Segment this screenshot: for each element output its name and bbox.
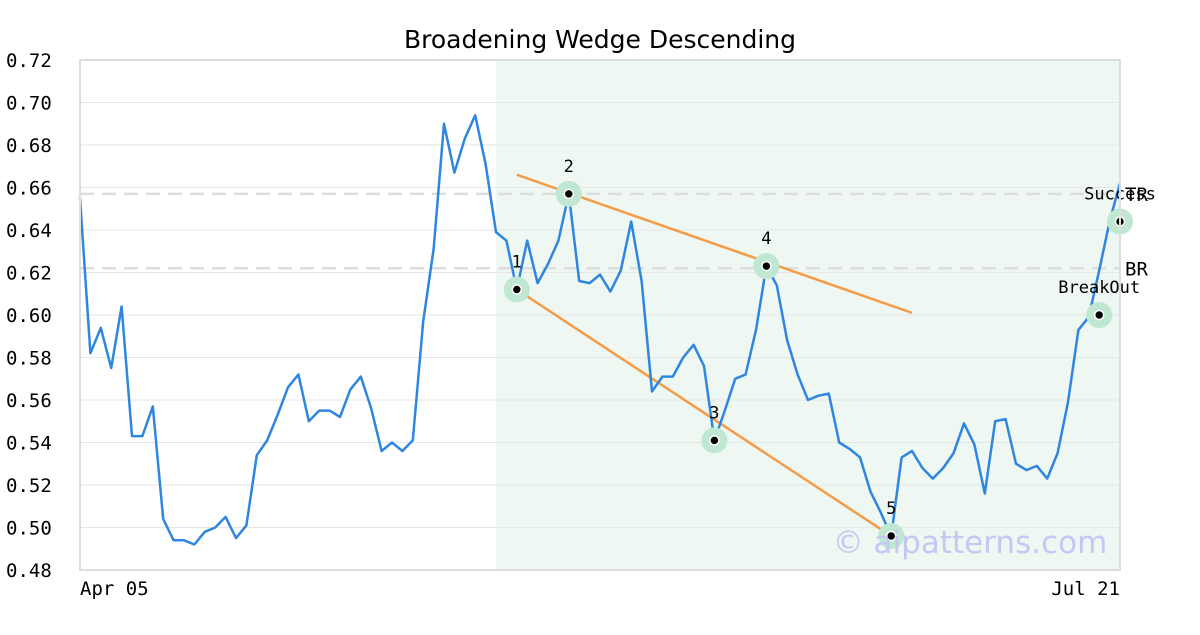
point-marker xyxy=(563,188,575,200)
plot-frame xyxy=(79,59,1121,571)
level-lines-layer: TR BR xyxy=(80,184,1148,280)
y-tick-label: 0.66 xyxy=(6,178,52,200)
level-label: TR xyxy=(1125,184,1148,206)
y-tick-label: 0.62 xyxy=(6,263,52,285)
y-tick-label: 0.56 xyxy=(6,390,52,412)
y-tick-label: 0.68 xyxy=(6,135,52,157)
point-marker xyxy=(709,435,720,446)
axes-layer: 0.48 0.50 0.52 0.54 0.56 0.58 0.60 0.62 0.64 0.66… xyxy=(6,50,1120,600)
x-tick-label: Jul 21 xyxy=(1051,578,1120,600)
trendline-upper xyxy=(516,173,913,315)
point-marker xyxy=(885,530,897,542)
chart-title: Broadening Wedge Descending xyxy=(404,25,796,54)
x-tick-label: Apr 05 xyxy=(80,578,149,600)
point-label: 5 xyxy=(886,499,896,519)
point-label: 2 xyxy=(564,157,574,177)
y-tick-label: 0.60 xyxy=(6,305,52,327)
point-label: 1 xyxy=(512,253,522,273)
point-label: 3 xyxy=(709,403,719,423)
y-tick-label: 0.70 xyxy=(6,93,52,115)
point-label: BreakOut xyxy=(1058,278,1140,298)
y-tick-label: 0.54 xyxy=(6,433,52,455)
point-marker xyxy=(761,260,772,272)
point-label: 4 xyxy=(761,229,771,249)
y-tick-label: 0.50 xyxy=(6,518,52,540)
watermark: © aipatterns.com xyxy=(833,525,1108,561)
y-tick-label: 0.52 xyxy=(6,475,52,497)
price-layer xyxy=(78,114,1122,546)
y-tick-label: 0.58 xyxy=(6,348,52,370)
point-marker xyxy=(1093,309,1105,321)
point-marker xyxy=(511,284,523,295)
y-tick-label: 0.64 xyxy=(6,220,52,242)
price-line xyxy=(78,114,1122,546)
trendlines-layer xyxy=(516,173,913,538)
y-tick-label: 0.72 xyxy=(6,50,52,72)
trendline-lower xyxy=(516,288,892,538)
y-tick-label: 0.48 xyxy=(6,560,52,582)
level-label: BR xyxy=(1125,258,1148,280)
